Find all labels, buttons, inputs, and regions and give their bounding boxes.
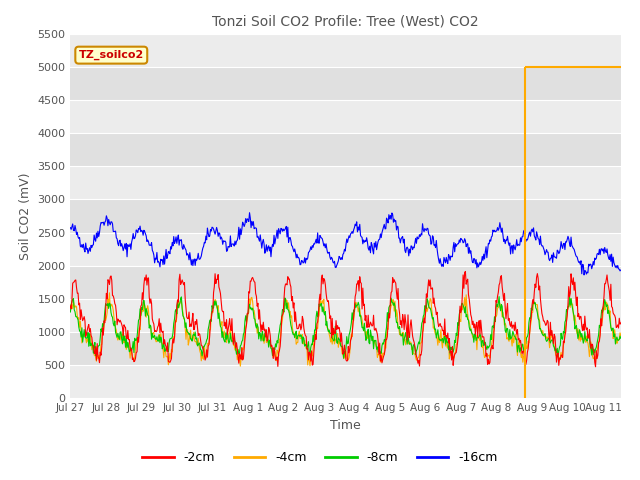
Bar xyxy=(70,299,621,332)
Bar xyxy=(70,233,621,266)
Bar xyxy=(70,67,621,100)
Bar xyxy=(70,133,621,166)
Bar xyxy=(70,266,621,299)
Bar xyxy=(70,332,621,365)
Title: Tonzi Soil CO2 Profile: Tree (West) CO2: Tonzi Soil CO2 Profile: Tree (West) CO2 xyxy=(212,14,479,28)
Bar xyxy=(70,166,621,199)
Text: TZ_soilco2: TZ_soilco2 xyxy=(79,50,144,60)
Y-axis label: Soil CO2 (mV): Soil CO2 (mV) xyxy=(19,172,32,260)
Bar xyxy=(70,34,621,67)
Bar xyxy=(70,365,621,398)
Bar xyxy=(70,199,621,233)
Bar xyxy=(70,100,621,133)
X-axis label: Time: Time xyxy=(330,419,361,432)
Legend: -2cm, -4cm, -8cm, -16cm: -2cm, -4cm, -8cm, -16cm xyxy=(138,446,502,469)
